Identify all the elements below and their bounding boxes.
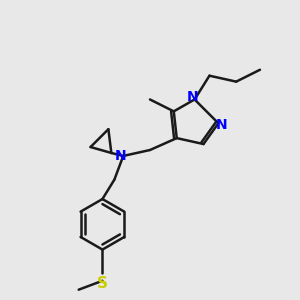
Text: S: S	[97, 276, 108, 291]
Text: N: N	[215, 118, 227, 132]
Text: N: N	[115, 149, 127, 163]
Text: N: N	[186, 90, 198, 104]
